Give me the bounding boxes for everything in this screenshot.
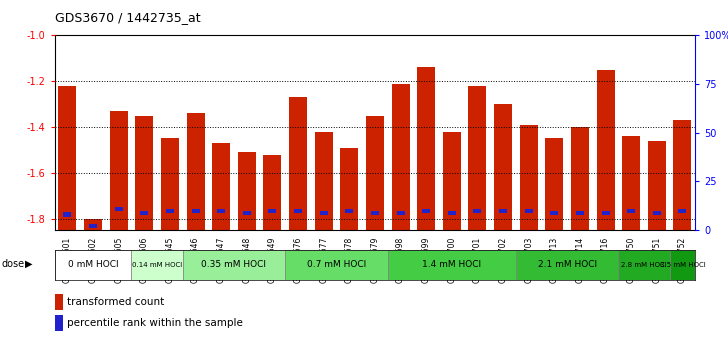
- Bar: [448, 211, 456, 215]
- Text: dose: dose: [1, 259, 25, 269]
- Bar: [314, 132, 333, 230]
- Bar: [55, 250, 132, 280]
- Bar: [212, 143, 230, 230]
- Text: 0.35 mM HOCl: 0.35 mM HOCl: [202, 260, 266, 269]
- Text: 2.8 mM HOCl: 2.8 mM HOCl: [621, 262, 667, 268]
- Bar: [242, 211, 251, 215]
- Bar: [63, 212, 71, 217]
- Bar: [392, 84, 410, 230]
- Bar: [217, 209, 225, 213]
- Bar: [670, 250, 695, 280]
- Bar: [571, 127, 589, 230]
- Bar: [58, 86, 76, 230]
- Text: 3.5 mM HOCl: 3.5 mM HOCl: [660, 262, 705, 268]
- Bar: [516, 250, 618, 280]
- Bar: [678, 209, 687, 213]
- Bar: [622, 136, 640, 230]
- Bar: [371, 211, 379, 215]
- Text: 2.1 mM HOCl: 2.1 mM HOCl: [537, 260, 597, 269]
- Bar: [494, 104, 512, 230]
- Bar: [550, 211, 558, 215]
- Bar: [166, 209, 174, 213]
- Bar: [653, 211, 661, 215]
- Bar: [340, 148, 358, 230]
- Bar: [269, 209, 277, 213]
- Bar: [161, 138, 179, 230]
- Bar: [499, 209, 507, 213]
- Bar: [601, 211, 609, 215]
- Bar: [191, 209, 199, 213]
- Text: 0.7 mM HOCl: 0.7 mM HOCl: [307, 260, 366, 269]
- Bar: [320, 211, 328, 215]
- Bar: [264, 154, 282, 230]
- Bar: [422, 209, 430, 213]
- Bar: [596, 70, 614, 230]
- Bar: [345, 209, 353, 213]
- Bar: [468, 86, 486, 230]
- Text: percentile rank within the sample: percentile rank within the sample: [67, 318, 243, 328]
- Bar: [238, 152, 256, 230]
- Bar: [443, 132, 461, 230]
- Bar: [545, 138, 563, 230]
- Text: 1.4 mM HOCl: 1.4 mM HOCl: [422, 260, 481, 269]
- Bar: [294, 209, 302, 213]
- Bar: [84, 219, 102, 230]
- Bar: [141, 211, 149, 215]
- Bar: [473, 209, 481, 213]
- Bar: [520, 125, 538, 230]
- Bar: [89, 224, 97, 228]
- Bar: [132, 250, 183, 280]
- Text: 0 mM HOCl: 0 mM HOCl: [68, 260, 119, 269]
- Bar: [618, 250, 670, 280]
- Bar: [135, 115, 154, 230]
- Text: 0.14 mM HOCl: 0.14 mM HOCl: [132, 262, 182, 268]
- Bar: [186, 113, 205, 230]
- Bar: [525, 209, 533, 213]
- Bar: [397, 211, 405, 215]
- Bar: [627, 209, 636, 213]
- Text: ▶: ▶: [25, 259, 32, 269]
- Bar: [576, 211, 584, 215]
- Bar: [114, 207, 123, 211]
- Text: GDS3670 / 1442735_at: GDS3670 / 1442735_at: [55, 11, 200, 24]
- Text: transformed count: transformed count: [67, 297, 165, 307]
- Bar: [417, 68, 435, 230]
- Bar: [110, 111, 127, 230]
- Bar: [388, 250, 516, 280]
- Bar: [648, 141, 666, 230]
- Bar: [289, 97, 307, 230]
- Bar: [285, 250, 388, 280]
- Bar: [183, 250, 285, 280]
- Bar: [673, 120, 692, 230]
- Bar: [366, 115, 384, 230]
